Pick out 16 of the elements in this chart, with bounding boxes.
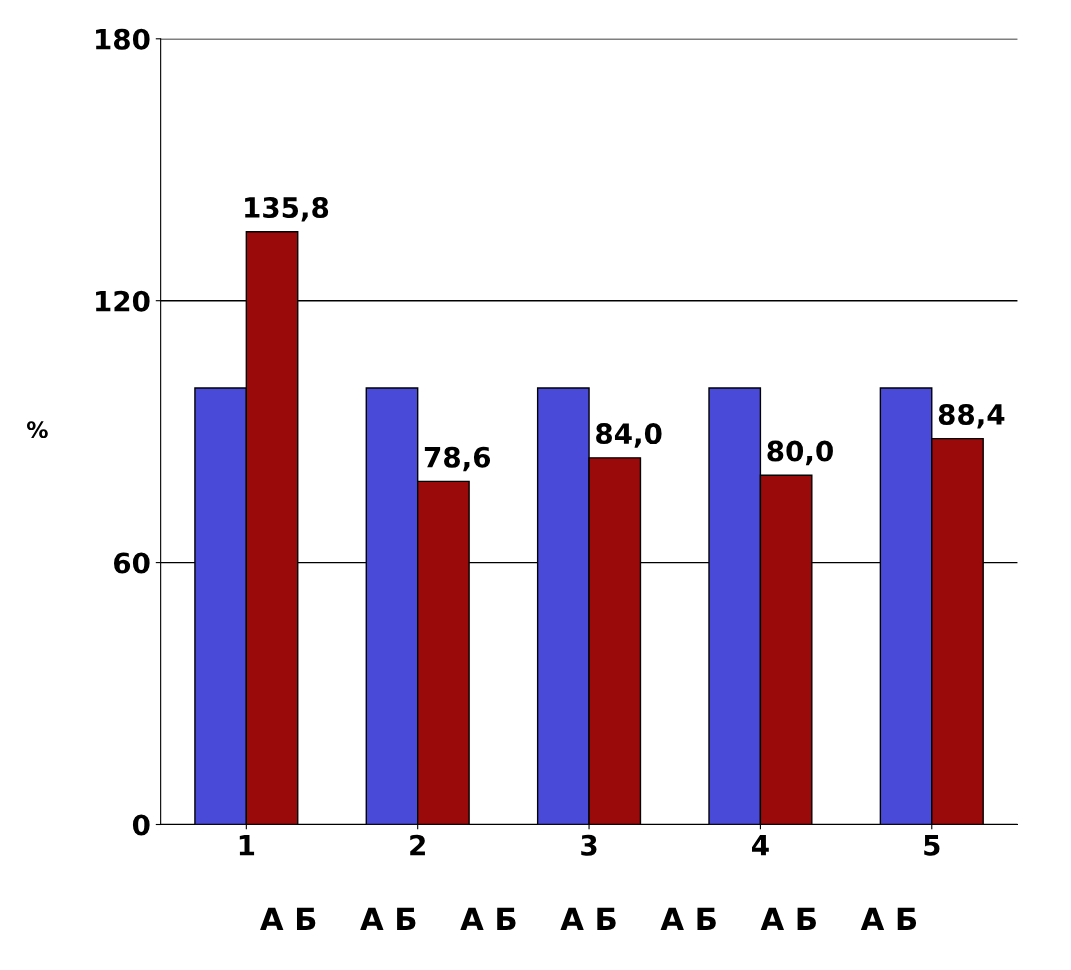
text: А Б А Б А Б А Б А Б А Б А Б <box>260 907 917 930</box>
x-tick-label: 3 <box>581 834 597 856</box>
y-tick-label: 120 <box>96 290 150 312</box>
x-tick-label: 2 <box>410 834 425 856</box>
y-tick-label: 0 <box>132 814 150 836</box>
x-tick-label: 1 <box>239 835 255 856</box>
y-axis-title: % <box>26 421 48 439</box>
data-label: 135,8 <box>245 197 329 222</box>
data-label: 88,4 <box>938 403 1005 429</box>
x-tick-label: 5 <box>924 835 940 856</box>
data-label: 80,0 <box>767 440 833 466</box>
x-tick-label: 4 <box>752 835 769 856</box>
data-label: 78,6 <box>424 446 491 472</box>
y-tick-label: 180 <box>96 28 150 50</box>
data-label: 84,0 <box>596 423 662 448</box>
y-tick-label: 60 <box>114 552 150 574</box>
